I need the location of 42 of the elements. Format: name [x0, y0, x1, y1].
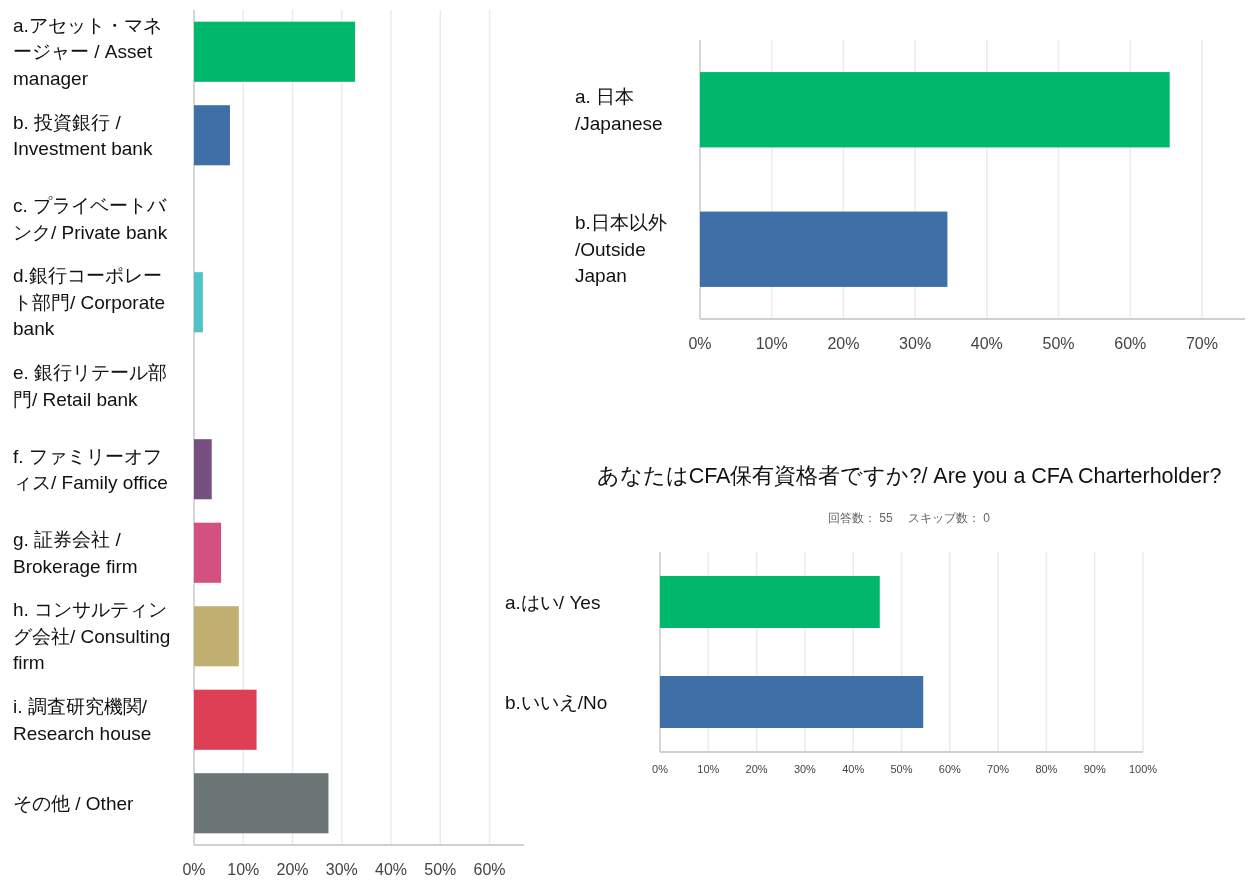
x-tick-label: 70% — [987, 763, 1010, 775]
y-tick-label: h. コンサルティング会社/ Consulting firm — [13, 599, 171, 674]
x-tick-label: 30% — [325, 861, 358, 878]
y-tick-label: a.はい/ Yes — [505, 591, 601, 613]
chart-subtitle: 回答数： 55 スキップ数： 0 — [827, 511, 991, 525]
y-tick-label: b.日本以外 /Outside Japan — [575, 212, 667, 287]
x-tick-label: 0% — [182, 861, 206, 878]
x-tick-label: 10% — [755, 335, 788, 352]
x-tick-label: 20% — [745, 763, 768, 775]
x-tick-label: 80% — [1035, 763, 1058, 775]
y-tick-label: d.銀行コーポレート部門/ Corporate bank — [13, 265, 166, 340]
y-tick-label: a.アセット・マネージャー / Asset manager — [13, 14, 162, 89]
x-tick-label: 50% — [890, 763, 913, 775]
x-tick-label: 90% — [1083, 763, 1106, 775]
x-tick-label: 40% — [842, 763, 865, 775]
x-tick-label: 0% — [688, 335, 712, 352]
y-tick-label: b. 投資銀行 / Investment bank — [13, 111, 153, 160]
chart-title: あなたはCFA保有資格者ですか?/ Are you a CFA Charterholder? — [596, 464, 1222, 488]
x-tick-label: 40% — [375, 861, 408, 878]
y-tick-label: g. 証券会社 / Brokerage firm — [13, 529, 138, 577]
y-tick-label: a. 日本 /Japanese — [575, 86, 663, 134]
x-tick-label: 60% — [1114, 335, 1147, 352]
x-tick-label: 60% — [473, 861, 506, 878]
x-tick-label: 70% — [1185, 335, 1218, 352]
x-tick-label: 10% — [227, 861, 260, 878]
x-tick-label: 10% — [697, 763, 720, 775]
y-tick-label: i. 調査研究機関/ Research house — [13, 696, 152, 744]
y-tick-label: f. ファミリーオフィス/ Family office — [13, 445, 168, 494]
y-tick-label: e. 銀行リテール部門/ Retail bank — [13, 362, 168, 410]
x-tick-label: 20% — [827, 335, 860, 352]
x-tick-label: 100% — [1128, 763, 1158, 775]
y-tick-label: その他 / Other — [13, 792, 135, 814]
x-tick-label: 60% — [938, 763, 962, 775]
x-tick-label: 40% — [970, 335, 1003, 352]
x-tick-label: 0% — [652, 763, 669, 775]
x-tick-label: 30% — [899, 335, 932, 352]
x-tick-label: 50% — [1042, 335, 1075, 352]
y-tick-label: b.いいえ/No — [505, 691, 608, 713]
x-tick-label: 50% — [424, 861, 457, 878]
x-tick-label: 20% — [276, 861, 309, 878]
x-tick-label: 30% — [793, 763, 817, 775]
y-tick-label: c. プライベートバンク/ Private bank — [13, 195, 168, 243]
